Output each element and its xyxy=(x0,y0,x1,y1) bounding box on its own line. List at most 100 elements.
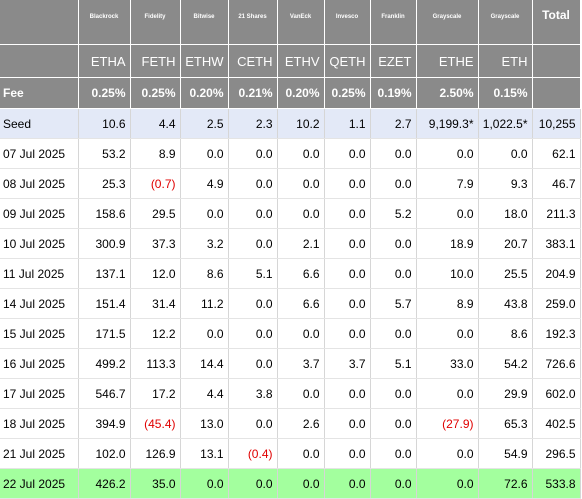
flow-value: 296.5 xyxy=(532,438,581,469)
data-row: 17 Jul 2025 546.7 17.2 4.4 3.8 0.0 0.0 0.0 0.0 29… xyxy=(0,378,581,409)
flow-value: 5.2 xyxy=(370,198,417,229)
flow-value: 499.2 xyxy=(78,348,131,379)
flow-value: 0.0 xyxy=(324,468,371,499)
issuer: Bitwise xyxy=(180,0,229,45)
flow-value: 113.3 xyxy=(130,348,181,379)
issuer: Invesco xyxy=(324,0,371,45)
flow-value: 0.0 xyxy=(416,138,479,169)
flow-value: 6.6 xyxy=(277,288,325,319)
flow-value: 0.0 xyxy=(324,408,371,439)
flow-value: 726.6 xyxy=(532,348,581,379)
issuer: Fidelity xyxy=(130,0,181,45)
data-row: 14 Jul 2025 151.4 31.4 11.2 0.0 6.6 0.0 5.7 8.9 4… xyxy=(0,288,581,319)
flow-value: 17.2 xyxy=(130,378,181,409)
flow-value: 0.0 xyxy=(324,378,371,409)
flow-value: 13.1 xyxy=(180,438,229,469)
flow-value: 102.0 xyxy=(78,438,131,469)
flow-value: 0.0 xyxy=(277,138,325,169)
flow-value: 0.0 xyxy=(324,288,371,319)
flow-value: 402.5 xyxy=(532,408,581,439)
flow-value: 3.7 xyxy=(277,348,325,379)
corner-cell xyxy=(0,44,79,78)
flow-value: 2.3 xyxy=(228,108,278,139)
data-row: 11 Jul 2025 137.1 12.0 8.6 5.1 6.6 0.0 0.0 10.0 2… xyxy=(0,258,581,289)
ticker: FETH xyxy=(130,44,181,78)
flow-value: 10.0 xyxy=(416,258,479,289)
flow-value: 0.0 xyxy=(277,318,325,349)
fee: 0.21% xyxy=(228,77,278,109)
flow-value: 0.0 xyxy=(180,138,229,169)
blank-cell xyxy=(532,77,581,109)
flow-value: 0.0 xyxy=(370,258,417,289)
issuer: 21 Shares xyxy=(228,0,278,45)
flow-value: 10,255 xyxy=(532,108,581,139)
row-label: 15 Jul 2025 xyxy=(0,318,79,349)
flow-value: 0.0 xyxy=(228,288,278,319)
flow-value: 0.0 xyxy=(228,138,278,169)
fee: 0.25% xyxy=(78,77,131,109)
flow-value: 43.8 xyxy=(478,288,533,319)
ticker: EZET xyxy=(370,44,417,78)
flow-value: 533.8 xyxy=(532,468,581,499)
flow-value: (45.4) xyxy=(130,408,181,439)
row-label: Seed xyxy=(0,108,79,139)
flow-value: 5.1 xyxy=(228,258,278,289)
flow-value: 29.5 xyxy=(130,198,181,229)
flow-value: 3.7 xyxy=(324,348,371,379)
flow-value: 158.6 xyxy=(78,198,131,229)
flow-value: 14.4 xyxy=(180,348,229,379)
data-row: 15 Jul 2025 171.5 12.2 0.0 0.0 0.0 0.0 0.0 0.0 8.… xyxy=(0,318,581,349)
flow-value: 137.1 xyxy=(78,258,131,289)
fee: 0.20% xyxy=(180,77,229,109)
flow-value: 8.9 xyxy=(416,288,479,319)
row-label: 10 Jul 2025 xyxy=(0,228,79,259)
flow-value: 0.0 xyxy=(324,228,371,259)
flow-value: 300.9 xyxy=(78,228,131,259)
flow-value: 0.0 xyxy=(324,198,371,229)
flow-value: 0.0 xyxy=(228,228,278,259)
flow-value: 0.0 xyxy=(228,348,278,379)
ticker: ETHA xyxy=(78,44,131,78)
issuer: Grayscale xyxy=(478,0,533,45)
flow-value: 6.6 xyxy=(277,258,325,289)
row-label: 22 Jul 2025 xyxy=(0,468,79,499)
fee-row: Fee 0.25% 0.25% 0.20% 0.21% 0.20% 0.25% 0.19% 2.… xyxy=(0,77,581,109)
fee: 0.25% xyxy=(324,77,371,109)
flow-value: 0.0 xyxy=(324,318,371,349)
flow-value: 0.0 xyxy=(416,468,479,499)
flow-value: 25.3 xyxy=(78,168,131,199)
flow-value: 0.0 xyxy=(416,318,479,349)
flow-value: 0.0 xyxy=(228,468,278,499)
issuer-row: Blackrock Fidelity Bitwise 21 Shares VanEck I… xyxy=(0,0,581,45)
row-label: 21 Jul 2025 xyxy=(0,438,79,469)
flow-value: 18.0 xyxy=(478,198,533,229)
flow-value: 3.8 xyxy=(228,378,278,409)
flow-value: 29.9 xyxy=(478,378,533,409)
flow-value: 0.0 xyxy=(324,168,371,199)
flow-value: 18.9 xyxy=(416,228,479,259)
ticker: CETH xyxy=(228,44,278,78)
total-header: Total xyxy=(532,0,581,45)
flow-value: 54.2 xyxy=(478,348,533,379)
data-row: 08 Jul 2025 25.3 (0.7) 4.9 0.0 0.0 0.0 0.0 7.9 9.… xyxy=(0,168,581,199)
flow-value: 10.2 xyxy=(277,108,325,139)
flow-value: 72.6 xyxy=(478,468,533,499)
flow-value: 0.0 xyxy=(277,438,325,469)
flow-value: 65.3 xyxy=(478,408,533,439)
flow-value: 0.0 xyxy=(277,468,325,499)
flow-value: 2.6 xyxy=(277,408,325,439)
flow-value: 0.0 xyxy=(277,198,325,229)
flow-value: 204.9 xyxy=(532,258,581,289)
flow-value: 0.0 xyxy=(277,378,325,409)
ticker: ETHW xyxy=(180,44,229,78)
flow-value: 0.0 xyxy=(228,168,278,199)
flow-value: 20.7 xyxy=(478,228,533,259)
flow-value: 0.0 xyxy=(324,138,371,169)
flow-value: 0.0 xyxy=(180,468,229,499)
flow-value: 259.0 xyxy=(532,288,581,319)
flow-value: 171.5 xyxy=(78,318,131,349)
flow-value: 546.7 xyxy=(78,378,131,409)
flow-value: 0.0 xyxy=(370,408,417,439)
flow-value: 54.9 xyxy=(478,438,533,469)
